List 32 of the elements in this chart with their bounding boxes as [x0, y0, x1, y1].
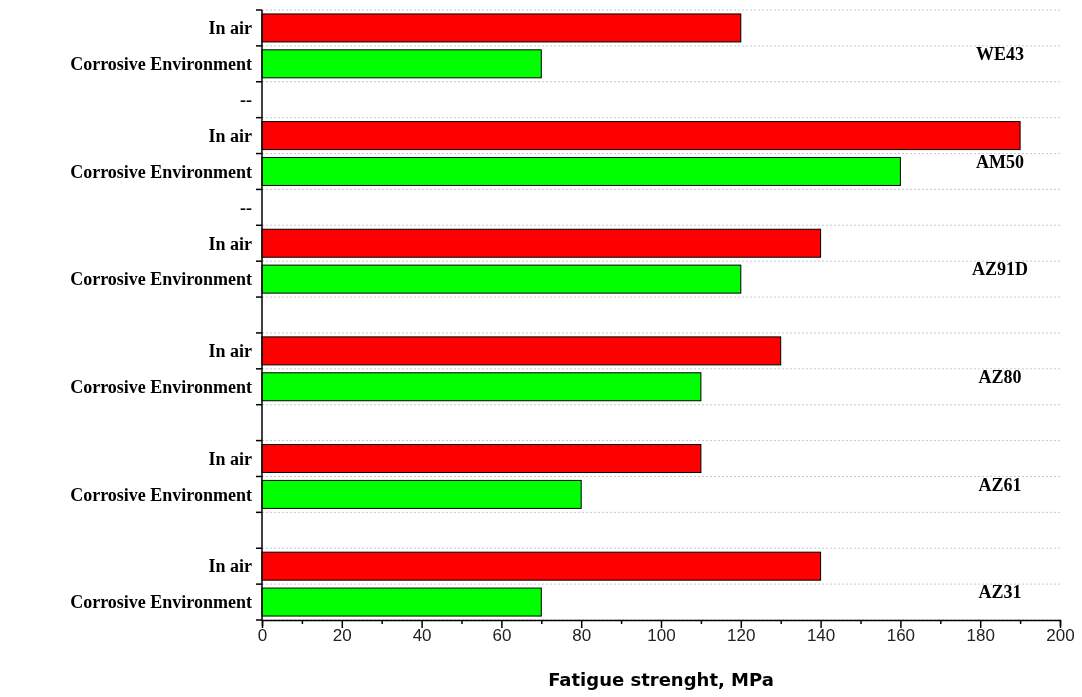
y-tick-label: Corrosive Environment	[70, 54, 253, 75]
annotation: AZ91D	[971, 259, 1029, 280]
x-axis-title: Fatigue strenght, MPa	[548, 669, 774, 690]
annotation: AZ80	[978, 367, 1022, 388]
y-tick-label: Corrosive Environment	[70, 484, 253, 505]
y-tick-label: Corrosive Environment	[70, 161, 253, 182]
y-tick-label: --	[240, 197, 252, 218]
annotation: AM50	[976, 151, 1024, 172]
y-tick-label: Corrosive Environment	[70, 269, 253, 290]
x-tick-label: 40	[412, 626, 432, 646]
annotation: AZ31	[978, 582, 1022, 603]
x-tick-label: 20	[332, 626, 352, 646]
y-tick-label: In air	[208, 341, 252, 362]
y-tick-label: In air	[208, 18, 252, 39]
x-tick-label: 140	[806, 626, 836, 646]
x-tick-label: 100	[647, 626, 676, 646]
x-tick-label: 0	[257, 626, 268, 646]
annotation: AZ61	[978, 474, 1022, 495]
y-tick-label: In air	[208, 125, 252, 146]
x-tick-label: 200	[1046, 626, 1075, 646]
x-tick-label: 120	[727, 626, 756, 646]
y-tick-label: In air	[208, 556, 252, 577]
x-tick-label: 160	[886, 626, 916, 646]
y-tick-label: Corrosive Environment	[70, 377, 253, 398]
x-tick-label: 60	[492, 626, 512, 646]
x-tick-label: 180	[966, 626, 995, 646]
y-tick-label: In air	[208, 233, 252, 254]
y-tick-label: In air	[208, 448, 252, 469]
y-tick-label: --	[240, 90, 252, 111]
y-tick-label: Corrosive Environment	[70, 592, 253, 613]
annotation: WE43	[975, 44, 1025, 65]
x-tick-label: 80	[572, 626, 592, 646]
